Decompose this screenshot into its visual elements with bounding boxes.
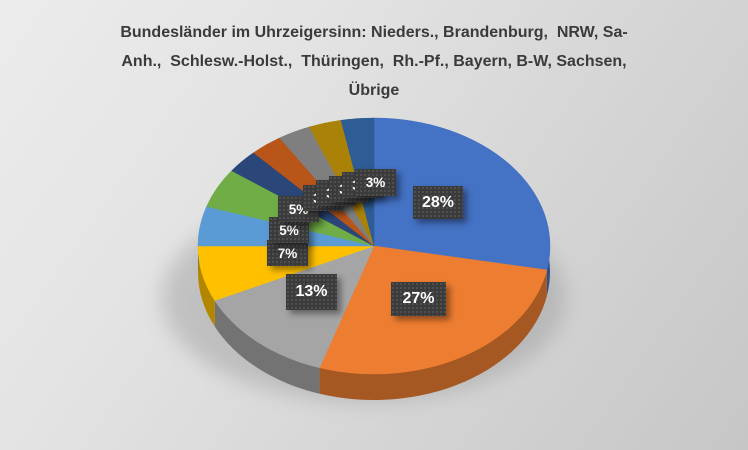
pie-slice-side-Brandenburg	[319, 269, 547, 401]
chart-title-line-3: Übrige	[348, 82, 400, 99]
data-label-sa-anh: 7%	[267, 240, 308, 266]
data-label-uebrige: 3%	[355, 169, 396, 196]
data-label-nieders: 28%	[413, 186, 463, 219]
pie-slice-side-Sa-Anh.	[198, 246, 215, 327]
chart-title-line-2: Anh., Schlesw.-Holst., Thüringen, Rh.-Pf…	[121, 53, 627, 70]
chart-title-line-1: Bundesländer im Uhrzeigersinn: Nieders.,…	[120, 24, 628, 41]
data-label-brandenburg: 27%	[391, 282, 446, 316]
data-label-nrw: 13%	[286, 274, 337, 310]
chart-title: Bundesländer im Uhrzeigersinn: Nieders.,…	[0, 18, 748, 105]
pie-slice-side-NRW	[214, 300, 320, 394]
